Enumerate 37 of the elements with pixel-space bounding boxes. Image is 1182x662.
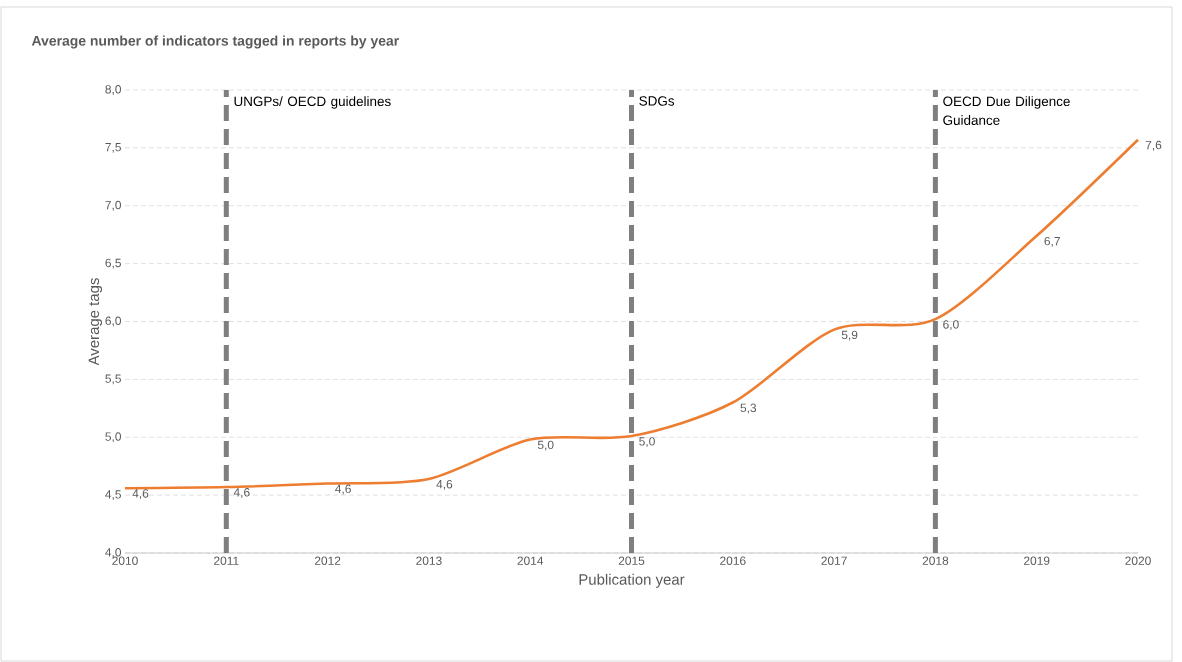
x-tick-label: 2010 bbox=[112, 556, 138, 565]
y-tick-label: 4,0 bbox=[105, 548, 122, 558]
y-tick-label: 8,0 bbox=[105, 85, 122, 95]
data-label: 4,6 bbox=[335, 484, 351, 495]
y-tick-label: 6,0 bbox=[105, 316, 122, 327]
x-tick-label: 2014 bbox=[517, 556, 544, 565]
x-tick-label: 2013 bbox=[416, 556, 442, 565]
x-tick-label: 2015 bbox=[618, 556, 645, 565]
y-tick-label: 5,5 bbox=[105, 374, 121, 385]
data-label: 5,0 bbox=[639, 437, 655, 448]
x-tick-label: 2011 bbox=[214, 556, 239, 565]
data-label: 4,6 bbox=[436, 479, 453, 490]
ref-line-label: OECD Due Diligence Guidance bbox=[943, 96, 1070, 125]
y-axis-title: Average tags bbox=[88, 278, 103, 366]
x-tick-label: 2019 bbox=[1023, 556, 1050, 565]
ref-line-label: UNGPs/ OECD guidelines bbox=[234, 96, 391, 109]
data-label: 5,3 bbox=[740, 403, 757, 414]
data-label: 6,7 bbox=[1044, 236, 1060, 247]
x-tick-label: 2020 bbox=[1125, 556, 1151, 565]
x-tick-label: 2012 bbox=[314, 556, 341, 565]
y-tick-label: 7,0 bbox=[105, 200, 122, 211]
data-label: 4,6 bbox=[132, 489, 149, 500]
ref-line-label: SDGs bbox=[639, 96, 675, 106]
x-tick-label: 2017 bbox=[821, 556, 847, 565]
x-tick-label: 2018 bbox=[922, 556, 949, 565]
data-label: 4,6 bbox=[233, 488, 250, 498]
data-label: 5,0 bbox=[537, 440, 554, 451]
chart-title: Average number of indicators tagged in reports by year bbox=[31, 35, 399, 49]
x-tick-label: 2016 bbox=[720, 556, 746, 565]
data-label: 5,9 bbox=[841, 330, 858, 341]
data-label: 6,0 bbox=[943, 320, 959, 331]
x-axis-title: Publication year bbox=[579, 573, 685, 588]
data-label: 7,6 bbox=[1145, 140, 1162, 151]
y-tick-label: 4,5 bbox=[105, 490, 121, 500]
y-tick-label: 5,0 bbox=[105, 432, 122, 443]
y-tick-label: 6,5 bbox=[105, 258, 121, 269]
y-tick-label: 7,5 bbox=[105, 143, 121, 153]
